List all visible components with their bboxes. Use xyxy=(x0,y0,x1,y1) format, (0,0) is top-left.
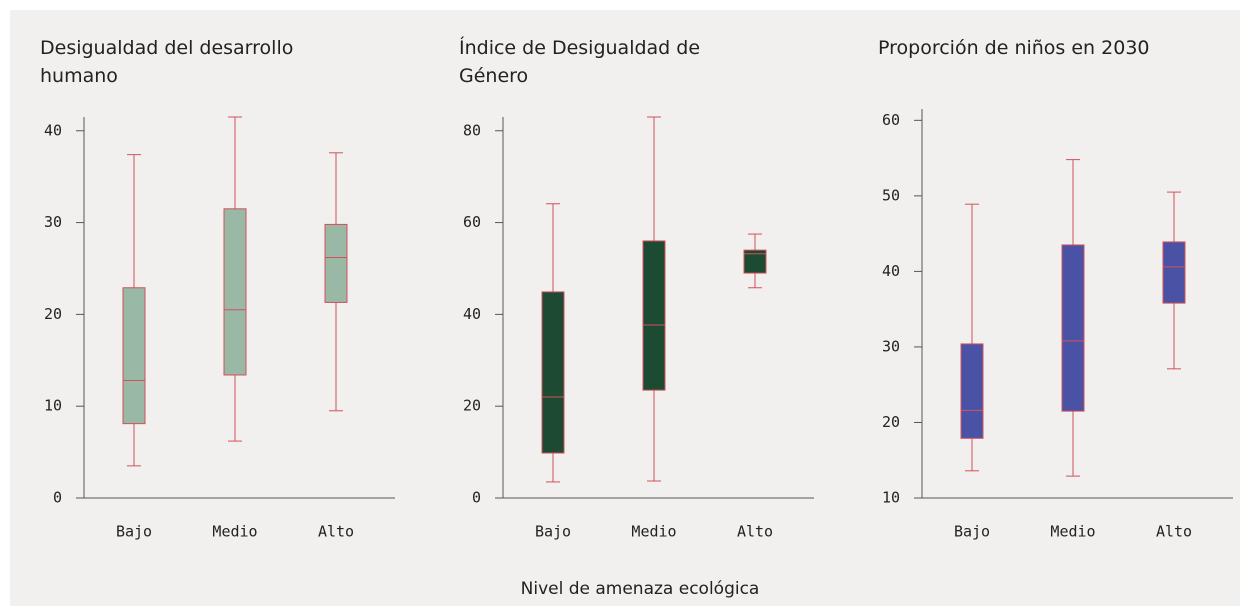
y-tick-label: 30 xyxy=(882,337,900,355)
chart-title: Índice de Desigualdad de Género xyxy=(459,37,701,87)
y-tick-label: 20 xyxy=(463,397,481,415)
y-tick-label: 10 xyxy=(44,397,62,415)
chart-title: Desigualdad del desarrollo humano xyxy=(40,37,294,87)
x-tick-label: Medio xyxy=(1050,523,1095,541)
y-tick-label: 0 xyxy=(472,489,481,507)
x-tick-label: Bajo xyxy=(954,523,990,541)
y-tick-label: 20 xyxy=(882,413,900,431)
y-tick-label: 60 xyxy=(463,213,481,231)
y-tick-label: 80 xyxy=(463,121,481,139)
x-tick-label: Medio xyxy=(631,523,676,541)
x-tick-label: Bajo xyxy=(116,523,152,541)
y-tick-label: 10 xyxy=(882,489,900,507)
box xyxy=(1061,244,1085,412)
box xyxy=(223,208,247,376)
y-tick-label: 60 xyxy=(882,111,900,129)
box xyxy=(122,287,146,425)
y-tick-label: 40 xyxy=(882,262,900,280)
chart-title: Proporción de niños en 2030 xyxy=(878,37,1150,59)
x-tick-label: Medio xyxy=(212,523,257,541)
panel xyxy=(10,10,1240,606)
x-tick-label: Alto xyxy=(318,523,354,541)
box xyxy=(743,249,767,274)
box xyxy=(541,291,565,454)
box xyxy=(324,223,348,303)
y-tick-label: 30 xyxy=(44,213,62,231)
y-tick-label: 40 xyxy=(463,305,481,323)
y-tick-label: 0 xyxy=(53,489,62,507)
x-axis-label: Nivel de amenaza ecológica xyxy=(521,579,760,599)
y-tick-label: 20 xyxy=(44,305,62,323)
box xyxy=(1162,241,1186,304)
x-tick-label: Bajo xyxy=(535,523,571,541)
box xyxy=(960,343,984,439)
y-tick-label: 40 xyxy=(44,121,62,139)
box xyxy=(642,240,666,391)
x-tick-label: Alto xyxy=(1156,523,1192,541)
y-tick-label: 50 xyxy=(882,186,900,204)
x-tick-label: Alto xyxy=(737,523,773,541)
